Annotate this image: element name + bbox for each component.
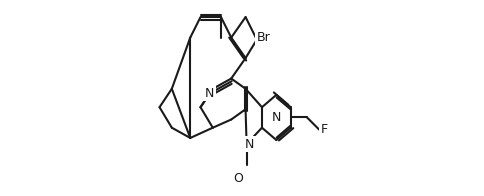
Text: Br: Br xyxy=(257,31,270,44)
Text: N: N xyxy=(205,87,214,100)
Text: N: N xyxy=(244,138,254,151)
Text: F: F xyxy=(320,123,327,136)
Text: N: N xyxy=(271,111,280,124)
Text: O: O xyxy=(233,172,243,185)
